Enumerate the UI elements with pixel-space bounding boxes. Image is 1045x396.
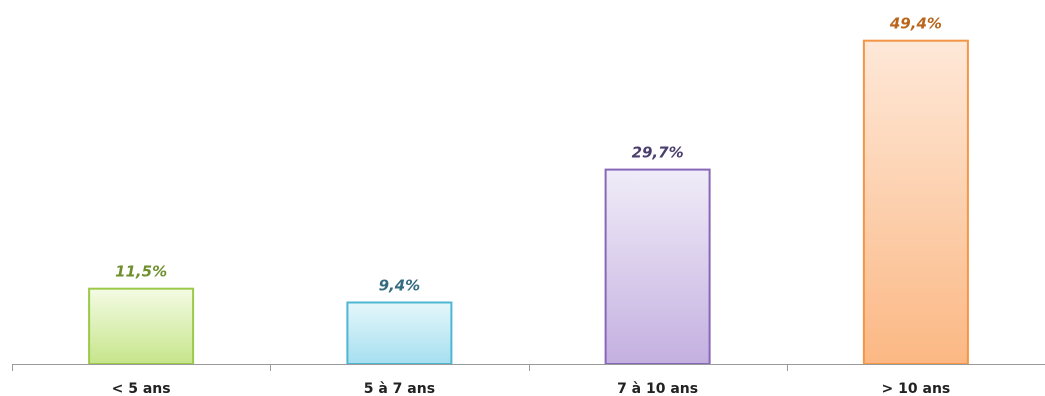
bar-value-label: 49,4% <box>889 15 942 33</box>
x-axis-ticks <box>12 364 788 371</box>
x-tick-labels-group: < 5 ans 5 à 7 ans 7 à 10 ans > 10 ans <box>112 381 951 396</box>
x-tick-label: > 10 ans <box>882 381 951 396</box>
bar-value-label: 11,5% <box>115 263 167 281</box>
x-tick-label: 7 à 10 ans <box>617 381 698 396</box>
bar-2 <box>346 301 453 365</box>
x-tick-label: 5 à 7 ans <box>364 381 435 396</box>
bar-4 <box>862 39 969 365</box>
bar-value-label: 29,7% <box>632 144 684 162</box>
x-tick-label: < 5 ans <box>112 381 171 396</box>
bar-value-label: 9,4% <box>379 277 421 295</box>
bars-group <box>88 39 969 366</box>
bar-3 <box>604 168 711 365</box>
bar-1 <box>88 287 195 366</box>
value-labels-group: 11,5% 9,4% 29,7% 49,4% <box>115 15 942 295</box>
